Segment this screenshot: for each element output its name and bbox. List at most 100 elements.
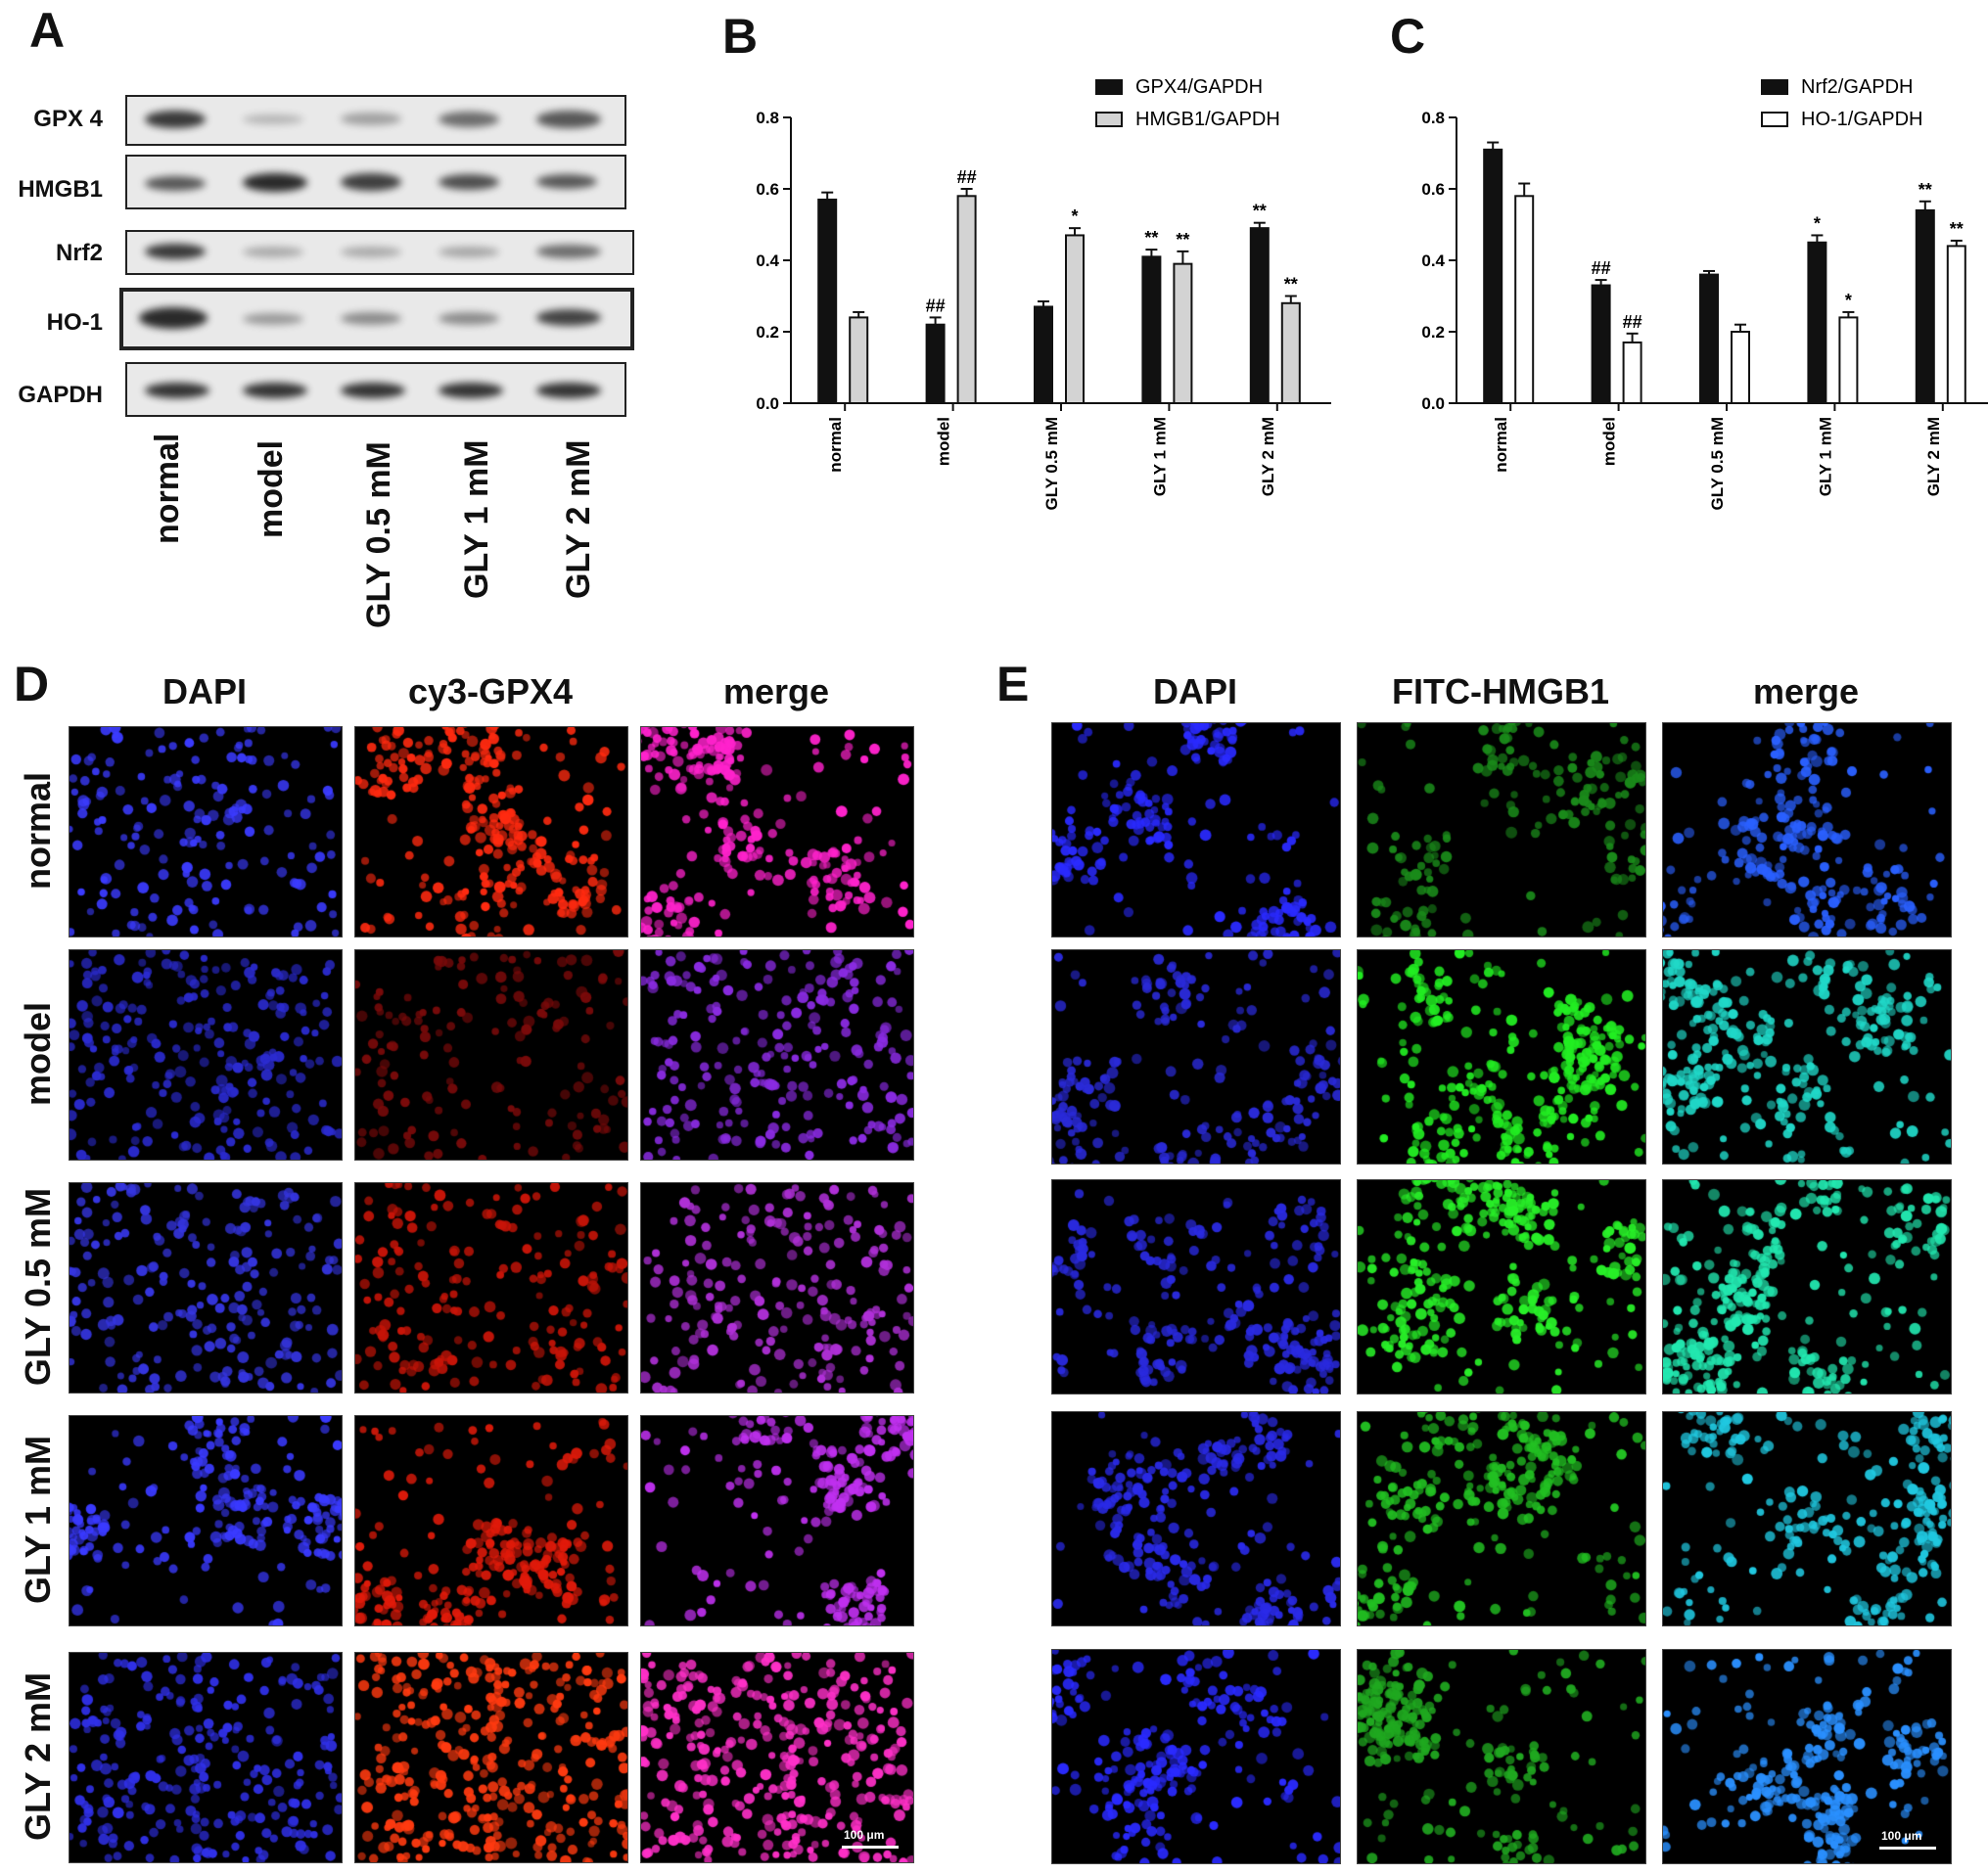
- bar-chart-b: 0.0 0.2 0.4 0.6 0.8 Relative expression of pr…: [744, 76, 1331, 510]
- column-header-merge: merge: [1752, 671, 1860, 711]
- significance-mark: *: [1845, 291, 1852, 310]
- wb-group-normal: normal: [149, 433, 186, 544]
- significance-mark: ##: [1623, 312, 1642, 332]
- significance-mark: **: [1950, 219, 1964, 239]
- row-label-gly-2-mm: GLY 2 mM: [18, 1671, 58, 1842]
- scale-bar: [842, 1846, 899, 1849]
- fluorescence-image: [1662, 1649, 1952, 1864]
- bar: [1622, 341, 1642, 405]
- fluorescence-image: [640, 1182, 914, 1394]
- x-tick-label: GLY 1 mM: [1816, 417, 1834, 496]
- fluorescence-image: [69, 1182, 343, 1394]
- significance-mark: ##: [957, 167, 977, 187]
- fluorescence-image: [1357, 722, 1646, 938]
- scale-bar-label: 100 μm: [844, 1828, 885, 1842]
- y-tick-label: 0.6: [1421, 180, 1445, 199]
- fluorescence-image: [69, 949, 343, 1161]
- fluorescence-image: [1662, 1179, 1952, 1395]
- bar: [1141, 255, 1162, 404]
- legend-label: HO-1/GAPDH: [1801, 109, 1922, 130]
- legend-swatch: [1761, 112, 1788, 127]
- fluorescence-image: [1662, 949, 1952, 1165]
- y-axis-label: Relative expression of protein: [744, 117, 745, 383]
- significance-mark: *: [1814, 213, 1821, 233]
- y-tick-label: 0.4: [1421, 252, 1445, 270]
- wb-label-gpx4: GPX 4: [33, 106, 103, 132]
- bar: [1483, 148, 1503, 404]
- scale-bar-label: 100 μm: [1881, 1829, 1922, 1843]
- column-header-fitc-hmgb1: FITC-HMGB1: [1392, 671, 1609, 711]
- fluorescence-image: [1051, 949, 1341, 1165]
- fluorescence-image: [1357, 1179, 1646, 1395]
- panel-label-d: D: [14, 657, 50, 711]
- y-tick-label: 0.2: [1421, 323, 1445, 342]
- significance-mark: ##: [1592, 258, 1611, 278]
- row-label-model: model: [18, 1002, 58, 1107]
- column-header-dapi: DAPI: [162, 671, 247, 711]
- scale-bar: [1879, 1847, 1936, 1850]
- fluorescence-image: [354, 949, 628, 1161]
- column-header-cy3-gpx4: cy3-GPX4: [407, 671, 574, 711]
- bar: [1249, 227, 1270, 404]
- row-label-gly-0-5-mm: GLY 0.5 mM: [18, 1187, 58, 1387]
- wb-strip-hmgb1: [125, 155, 626, 209]
- bar: [1034, 305, 1053, 404]
- wb-label-nrf2: Nrf2: [55, 240, 103, 266]
- x-tick-label: GLY 2 mM: [1924, 417, 1943, 496]
- legend-swatch: [1761, 79, 1788, 95]
- y-tick-label: 0.8: [1421, 109, 1445, 127]
- significance-mark: **: [1253, 202, 1267, 221]
- wb-label-ho1: HO-1: [46, 309, 103, 336]
- significance-mark: **: [1144, 228, 1158, 248]
- fluorescence-image: [640, 726, 914, 938]
- x-tick-label: model: [935, 417, 953, 466]
- significance-mark: **: [1176, 230, 1189, 250]
- y-tick-label: 0.4: [756, 252, 779, 270]
- bar: [1591, 284, 1611, 404]
- bar: [1838, 316, 1859, 404]
- column-header-dapi: DAPI: [1152, 671, 1237, 711]
- y-tick-label: 0.2: [756, 323, 779, 342]
- x-tick-label: GLY 0.5 mM: [1708, 417, 1727, 510]
- x-tick-label: GLY 0.5 mM: [1042, 417, 1061, 510]
- bar: [1699, 273, 1719, 404]
- bar: [1173, 262, 1193, 404]
- significance-mark: ##: [926, 296, 946, 315]
- column-header-merge: merge: [722, 671, 830, 711]
- wb-strip-gapdh: [125, 362, 626, 417]
- bar: [1946, 245, 1966, 404]
- panel-label-a: A: [29, 3, 66, 58]
- fluorescence-image: [1662, 722, 1952, 938]
- x-tick-label: GLY 2 mM: [1259, 417, 1277, 496]
- wb-group-model: model: [253, 439, 290, 538]
- legend-label: HMGB1/GAPDH: [1135, 109, 1280, 130]
- bar: [849, 316, 869, 404]
- bar: [1915, 208, 1935, 404]
- y-tick-label: 0.0: [756, 394, 779, 413]
- y-tick-label: 0.6: [756, 180, 779, 199]
- fluorescence-image: [1051, 1179, 1341, 1395]
- bar: [817, 198, 838, 404]
- wb-strip-gpx4: [125, 95, 626, 146]
- legend-label: GPX4/GAPDH: [1135, 76, 1263, 98]
- x-tick-label: normal: [826, 417, 845, 473]
- bar: [1807, 241, 1827, 404]
- wb-label-hmgb1: HMGB1: [18, 176, 103, 203]
- bar: [925, 323, 946, 405]
- fluorescence-image: [1357, 949, 1646, 1165]
- fluorescence-image: [640, 1415, 914, 1626]
- bar: [1065, 234, 1085, 404]
- fluorescence-image: [354, 726, 628, 938]
- panel-label-c: C: [1390, 9, 1426, 64]
- wb-strip-nrf2: [125, 230, 634, 275]
- fluorescence-image: [1357, 1649, 1646, 1864]
- wb-label-gapdh: GAPDH: [18, 382, 103, 408]
- significance-mark: **: [1919, 180, 1932, 200]
- row-label-gly-1-mm: GLY 1 mM: [18, 1435, 58, 1605]
- bar: [1514, 195, 1535, 404]
- bar: [956, 195, 977, 404]
- wb-group-gly-1: GLY 1 mM: [458, 439, 495, 599]
- fluorescence-image: [69, 726, 343, 938]
- fluorescence-image: [1357, 1411, 1646, 1626]
- y-tick-label: 0.8: [756, 109, 779, 127]
